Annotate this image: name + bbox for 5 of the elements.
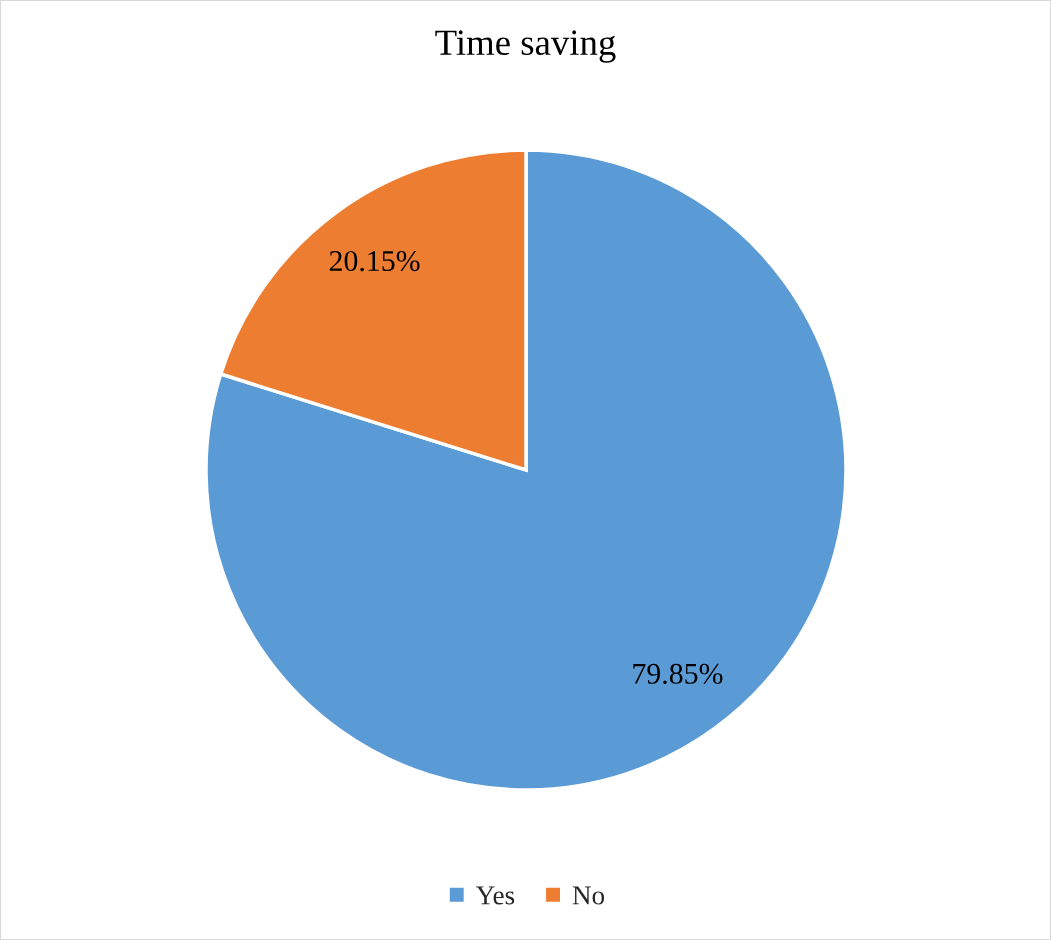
legend-label: Yes <box>476 886 515 905</box>
legend-label: No <box>572 886 605 905</box>
data-label: 79.85% <box>633 663 723 684</box>
chart-title: Time saving <box>435 30 616 63</box>
data-label: 20.15% <box>329 250 420 272</box>
